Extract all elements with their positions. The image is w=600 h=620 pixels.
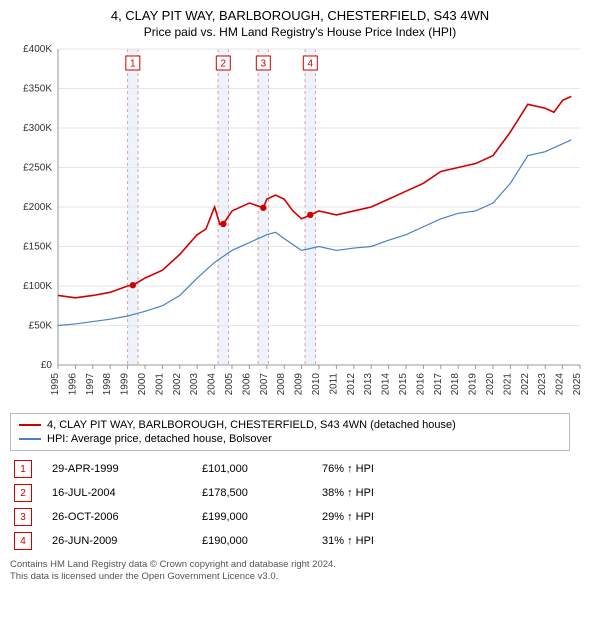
svg-text:2006: 2006 — [241, 373, 252, 396]
footer-line1: Contains HM Land Registry data © Crown c… — [10, 559, 590, 571]
svg-text:2012: 2012 — [346, 373, 357, 396]
svg-text:1997: 1997 — [85, 373, 96, 396]
tx-marker-icon: 4 — [14, 532, 32, 550]
svg-text:£150K: £150K — [23, 242, 52, 253]
svg-text:1996: 1996 — [67, 373, 78, 396]
legend-label-property: 4, CLAY PIT WAY, BARLBOROUGH, CHESTERFIE… — [47, 419, 456, 431]
legend-label-hpi: HPI: Average price, detached house, Bols… — [47, 433, 272, 445]
tx-price: £190,000 — [202, 535, 322, 547]
svg-text:1998: 1998 — [102, 373, 113, 396]
svg-text:£100K: £100K — [23, 281, 52, 292]
svg-text:2002: 2002 — [172, 373, 183, 396]
svg-text:£200K: £200K — [23, 202, 52, 213]
tx-pct: 76% ↑ HPI — [322, 463, 472, 475]
tx-pct: 29% ↑ HPI — [322, 511, 472, 523]
tx-marker-icon: 1 — [14, 460, 32, 478]
svg-text:2005: 2005 — [224, 373, 235, 396]
svg-text:£400K: £400K — [23, 45, 52, 55]
svg-text:4: 4 — [308, 59, 314, 70]
tx-row: 3 26-OCT-2006 £199,000 29% ↑ HPI — [10, 505, 590, 529]
legend: 4, CLAY PIT WAY, BARLBOROUGH, CHESTERFIE… — [10, 413, 570, 451]
tx-price: £178,500 — [202, 487, 322, 499]
svg-text:2021: 2021 — [502, 373, 513, 396]
tx-row: 4 26-JUN-2009 £190,000 31% ↑ HPI — [10, 529, 590, 553]
svg-text:2025: 2025 — [572, 373, 583, 396]
chart-subtitle: Price paid vs. HM Land Registry's House … — [10, 25, 590, 39]
tx-marker-icon: 3 — [14, 508, 32, 526]
svg-text:£0: £0 — [41, 360, 53, 371]
footer-attribution: Contains HM Land Registry data © Crown c… — [10, 559, 590, 584]
tx-date: 16-JUL-2004 — [52, 487, 202, 499]
tx-marker-icon: 2 — [14, 484, 32, 502]
chart-title: 4, CLAY PIT WAY, BARLBOROUGH, CHESTERFIE… — [10, 8, 590, 23]
footer-line2: This data is licensed under the Open Gov… — [10, 571, 590, 583]
svg-text:2: 2 — [221, 59, 227, 70]
svg-text:1: 1 — [130, 59, 136, 70]
svg-text:2009: 2009 — [294, 373, 305, 396]
tx-row: 1 29-APR-1999 £101,000 76% ↑ HPI — [10, 457, 590, 481]
tx-price: £199,000 — [202, 511, 322, 523]
svg-text:2003: 2003 — [189, 373, 200, 396]
tx-row: 2 16-JUL-2004 £178,500 38% ↑ HPI — [10, 481, 590, 505]
legend-swatch-property — [19, 424, 41, 426]
svg-text:2024: 2024 — [555, 373, 566, 396]
svg-text:£350K: £350K — [23, 84, 52, 95]
svg-text:2011: 2011 — [328, 373, 339, 395]
svg-text:2010: 2010 — [311, 373, 322, 396]
svg-text:2004: 2004 — [207, 373, 218, 396]
legend-row-property: 4, CLAY PIT WAY, BARLBOROUGH, CHESTERFIE… — [19, 418, 561, 432]
svg-text:1999: 1999 — [120, 373, 131, 396]
svg-text:£250K: £250K — [23, 163, 52, 174]
svg-text:3: 3 — [261, 59, 267, 70]
tx-date: 29-APR-1999 — [52, 463, 202, 475]
svg-text:2017: 2017 — [433, 373, 444, 396]
svg-text:2008: 2008 — [276, 373, 287, 396]
svg-text:2018: 2018 — [450, 373, 461, 396]
svg-text:2022: 2022 — [520, 373, 531, 396]
svg-text:2019: 2019 — [468, 373, 479, 396]
svg-text:2023: 2023 — [537, 373, 548, 396]
legend-swatch-hpi — [19, 438, 41, 440]
svg-text:1995: 1995 — [50, 373, 61, 396]
svg-text:£50K: £50K — [29, 321, 53, 332]
svg-text:2015: 2015 — [398, 373, 409, 396]
legend-row-hpi: HPI: Average price, detached house, Bols… — [19, 432, 561, 446]
tx-pct: 38% ↑ HPI — [322, 487, 472, 499]
svg-text:2000: 2000 — [137, 373, 148, 396]
tx-price: £101,000 — [202, 463, 322, 475]
svg-text:2020: 2020 — [485, 373, 496, 396]
tx-pct: 31% ↑ HPI — [322, 535, 472, 547]
svg-text:2007: 2007 — [259, 373, 270, 396]
svg-text:2013: 2013 — [363, 373, 374, 396]
transactions-table: 1 29-APR-1999 £101,000 76% ↑ HPI 2 16-JU… — [10, 457, 590, 553]
tx-date: 26-JUN-2009 — [52, 535, 202, 547]
line-chart-svg: £0 £50K £100K £150K £200K £250K £300K £350K £400… — [10, 45, 590, 405]
chart-area: £0 £50K £100K £150K £200K £250K £300K £350K £400… — [10, 45, 590, 405]
svg-text:£300K: £300K — [23, 123, 52, 134]
tx-date: 26-OCT-2006 — [52, 511, 202, 523]
svg-text:2016: 2016 — [415, 373, 426, 396]
svg-text:2014: 2014 — [381, 373, 392, 396]
svg-text:2001: 2001 — [154, 373, 165, 396]
